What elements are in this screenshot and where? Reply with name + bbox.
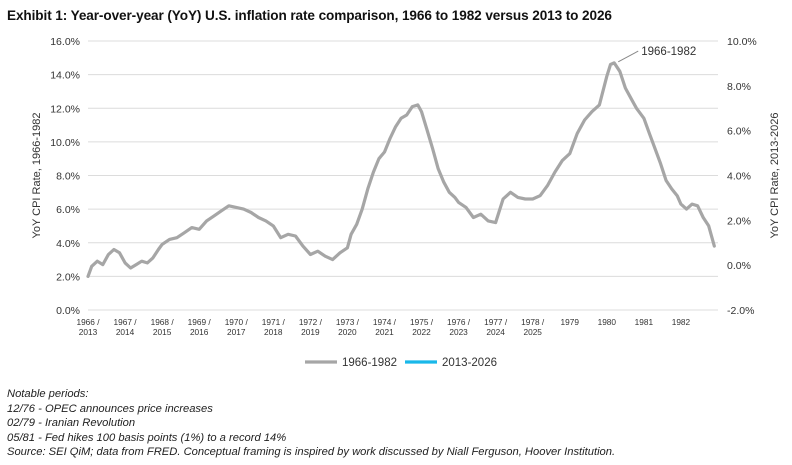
source-note: Source: SEI QiM; data from FRED. Concept… xyxy=(7,446,616,459)
x-tick-label: 1968 /2015 xyxy=(151,317,175,337)
annotation-1966-1982: 1966-1982 xyxy=(641,46,696,58)
chart-canvas: 0.0% 2.0% 4.0% 6.0% 8.0% 10.0% 12.0% 14.0% 16.0%… xyxy=(31,36,781,369)
y-tick-left: 6.0% xyxy=(56,204,80,216)
note-item: 02/79 - Iranian Revolution xyxy=(7,417,136,430)
x-tick-label: 1970 /2017 xyxy=(225,317,249,337)
x-tick-label: 1977 /2024 xyxy=(484,317,508,337)
chart-title: Exhibit 1: Year-over-year (YoY) U.S. inf… xyxy=(7,8,612,23)
y-tick-right: 8.0% xyxy=(727,81,751,93)
y-tick-right: 6.0% xyxy=(727,126,751,138)
notes-block: Notable periods: 12/76 - OPEC announces … xyxy=(7,387,615,460)
series-line-1966-1982 xyxy=(86,61,716,278)
x-tick-label: 1975 /2022 xyxy=(410,317,434,337)
y-tick-right: 4.0% xyxy=(727,171,751,183)
legend-label-2013-2026: 2013-2026 xyxy=(442,357,497,369)
x-tick-label: 1973 /2020 xyxy=(336,317,360,337)
y-axis-title-right: YoY CPI Rate, 2013-2026 xyxy=(769,113,781,239)
y-tick-right: 10.0% xyxy=(727,36,757,48)
x-tick-label: 1978 /2025 xyxy=(521,317,545,337)
grid-layer xyxy=(88,40,718,311)
y-axis-title-left: YoY CPI Rate, 1966-1982 xyxy=(31,113,43,239)
y-tick-left: 14.0% xyxy=(50,70,80,82)
y-tick-right: 2.0% xyxy=(727,215,751,227)
axis-layer: 0.0% 2.0% 4.0% 6.0% 8.0% 10.0% 12.0% 14.0% 16.0%… xyxy=(31,36,781,337)
x-tick-label: 1979 xyxy=(561,317,580,327)
x-tick-label: 1967 /2014 xyxy=(114,317,138,337)
x-tick-label: 1969 /2016 xyxy=(188,317,212,337)
x-tick-label: 1981 xyxy=(635,317,654,327)
note-item: 05/81 - Fed hikes 100 basis points (1%) … xyxy=(7,431,287,444)
y-tick-left: 4.0% xyxy=(56,238,80,250)
legend: 1966-1982 2013-2026 xyxy=(305,357,497,369)
y-tick-left: 10.0% xyxy=(50,137,80,149)
y-tick-right: -2.0% xyxy=(727,305,754,317)
x-tick-label: 1971 /2018 xyxy=(262,317,286,337)
y-tick-right: 0.0% xyxy=(727,260,751,272)
x-tick-label: 1972 /2019 xyxy=(299,317,323,337)
y-tick-left: 8.0% xyxy=(56,171,80,183)
y-tick-left: 0.0% xyxy=(56,305,80,317)
y-tick-left: 2.0% xyxy=(56,271,80,283)
legend-label-1966-1982: 1966-1982 xyxy=(342,357,397,369)
x-tick-label: 1982 xyxy=(672,317,691,327)
notes-heading: Notable periods: xyxy=(7,388,89,400)
x-tick-label: 1980 xyxy=(598,317,617,327)
x-tick-label: 1976 /2023 xyxy=(447,317,471,337)
annotation-leader xyxy=(617,50,639,63)
x-tick-label: 1974 /2021 xyxy=(373,317,397,337)
x-tick-label: 1966 /2013 xyxy=(76,317,100,337)
series-layer xyxy=(86,61,716,278)
note-item: 12/76 - OPEC announces price increases xyxy=(7,402,213,415)
y-tick-left: 12.0% xyxy=(50,103,80,115)
y-tick-left: 16.0% xyxy=(50,36,80,48)
